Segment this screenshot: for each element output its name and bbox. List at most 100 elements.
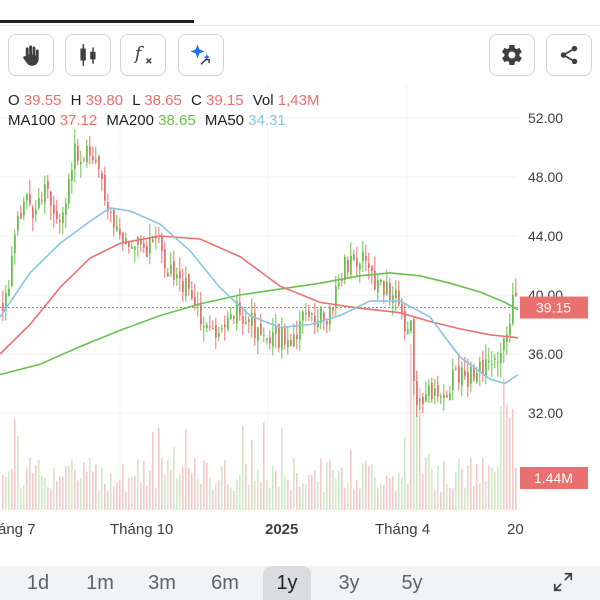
candle-body: [308, 310, 310, 317]
volume-bar: [425, 457, 427, 510]
candle-body: [260, 323, 262, 335]
chart-type-button[interactable]: [65, 34, 111, 76]
volume-bar: [143, 461, 145, 510]
volume-bar: [20, 487, 22, 510]
low-value: 38.65: [144, 92, 182, 109]
expand-button[interactable]: [545, 569, 581, 599]
volume-bar: [449, 487, 451, 510]
candle-body: [356, 257, 358, 267]
volume-bar: [35, 464, 37, 510]
indicators-button[interactable]: f: [120, 34, 166, 76]
volume-bar: [506, 404, 508, 510]
range-6m-button[interactable]: 6m: [211, 571, 239, 594]
volume-bar: [107, 490, 109, 510]
volume-bar: [362, 463, 364, 510]
gear-icon: [500, 43, 524, 67]
range-3m-button[interactable]: 3m: [148, 571, 176, 594]
settings-button[interactable]: [489, 34, 535, 76]
candle-body: [101, 172, 103, 179]
volume-bar: [158, 427, 160, 510]
volume-bar: [206, 462, 208, 510]
candle-body: [281, 327, 283, 350]
volume-bar: [32, 472, 34, 510]
candle-body: [410, 320, 412, 332]
volume-bar: [500, 406, 502, 510]
candle-body: [68, 179, 70, 204]
volume-bar: [356, 480, 358, 510]
x-tick-label: Tháng 10: [110, 521, 173, 538]
volume-bar: [365, 460, 367, 510]
volume-bar: [341, 467, 343, 510]
candle-body: [365, 255, 367, 261]
candle-body: [89, 146, 91, 156]
y-tick-label: 48.00: [528, 169, 563, 185]
volume-bar: [269, 487, 271, 510]
candle-body: [386, 281, 388, 295]
y-tick-label: 52.00: [528, 110, 563, 126]
volume-bar: [323, 491, 325, 510]
volume-bar: [155, 487, 157, 510]
volume-bar: [86, 471, 88, 510]
volume-bar: [476, 464, 478, 510]
volume-bar: [152, 431, 154, 510]
candle-body: [56, 210, 58, 220]
volume-bar: [92, 471, 94, 510]
volume-bar: [359, 488, 361, 510]
candle-body: [458, 366, 460, 383]
candle-body: [215, 325, 217, 338]
close-value: 39.15: [206, 92, 244, 109]
candle-body: [398, 290, 400, 305]
volume-bar: [101, 467, 103, 510]
range-3y-button[interactable]: 3y: [338, 571, 360, 594]
ai-insights-button[interactable]: [178, 34, 224, 76]
candle-body: [200, 302, 202, 325]
volume-bar: [452, 488, 454, 510]
candle-body: [35, 209, 37, 215]
candle-body: [476, 373, 478, 383]
candle-body: [95, 160, 97, 163]
volume-bar: [119, 479, 121, 510]
sparkle-icon: [187, 41, 215, 69]
candle-body: [452, 369, 454, 390]
volume-bar: [308, 474, 310, 510]
ma50-value: 34.31: [248, 112, 286, 129]
volume-bar: [110, 473, 112, 510]
open-label: O: [8, 92, 20, 109]
candle-body: [404, 311, 406, 332]
x-tick-label: 2025: [265, 521, 298, 538]
candle-body: [425, 394, 427, 402]
candle-body: [446, 395, 448, 398]
drag-mode-button[interactable]: [8, 34, 54, 76]
y-tick-label: 44.00: [528, 228, 563, 244]
candle-body: [392, 295, 394, 304]
ma200-value: 38.65: [158, 112, 196, 129]
volume-bar: [395, 490, 397, 510]
candle-body: [86, 145, 88, 163]
volume-bar: [14, 418, 16, 510]
candle-body: [131, 246, 133, 249]
range-5y-button[interactable]: 5y: [401, 571, 423, 594]
candle-body: [44, 184, 46, 203]
candle-body: [272, 332, 274, 347]
candle-body: [161, 235, 163, 251]
price-chart[interactable]: 52.0048.0044.0040.0036.0032.0039.151.44M…: [0, 0, 600, 560]
range-1m-button[interactable]: 1m: [86, 571, 114, 594]
ma50-line: [0, 207, 519, 385]
candle-body: [488, 360, 490, 363]
volume-bar: [194, 458, 196, 510]
candle-body: [158, 237, 160, 239]
volume-bar: [8, 471, 10, 510]
volume-bar: [347, 483, 349, 510]
volume-bar: [413, 383, 415, 510]
candle-body: [137, 236, 139, 245]
candle-body: [515, 292, 517, 297]
candle-body: [380, 279, 382, 283]
candle-body: [338, 282, 340, 287]
share-button[interactable]: [546, 34, 592, 76]
volume-bar: [509, 417, 511, 510]
ohlc-legend: O 39.55 H 39.80 L 38.65 C 39.15 Vol 1,43…: [8, 92, 324, 109]
volume-bar: [290, 490, 292, 510]
range-1d-button[interactable]: 1d: [26, 571, 50, 594]
candle-body: [194, 297, 196, 306]
range-1y-button[interactable]: 1y: [263, 566, 311, 600]
